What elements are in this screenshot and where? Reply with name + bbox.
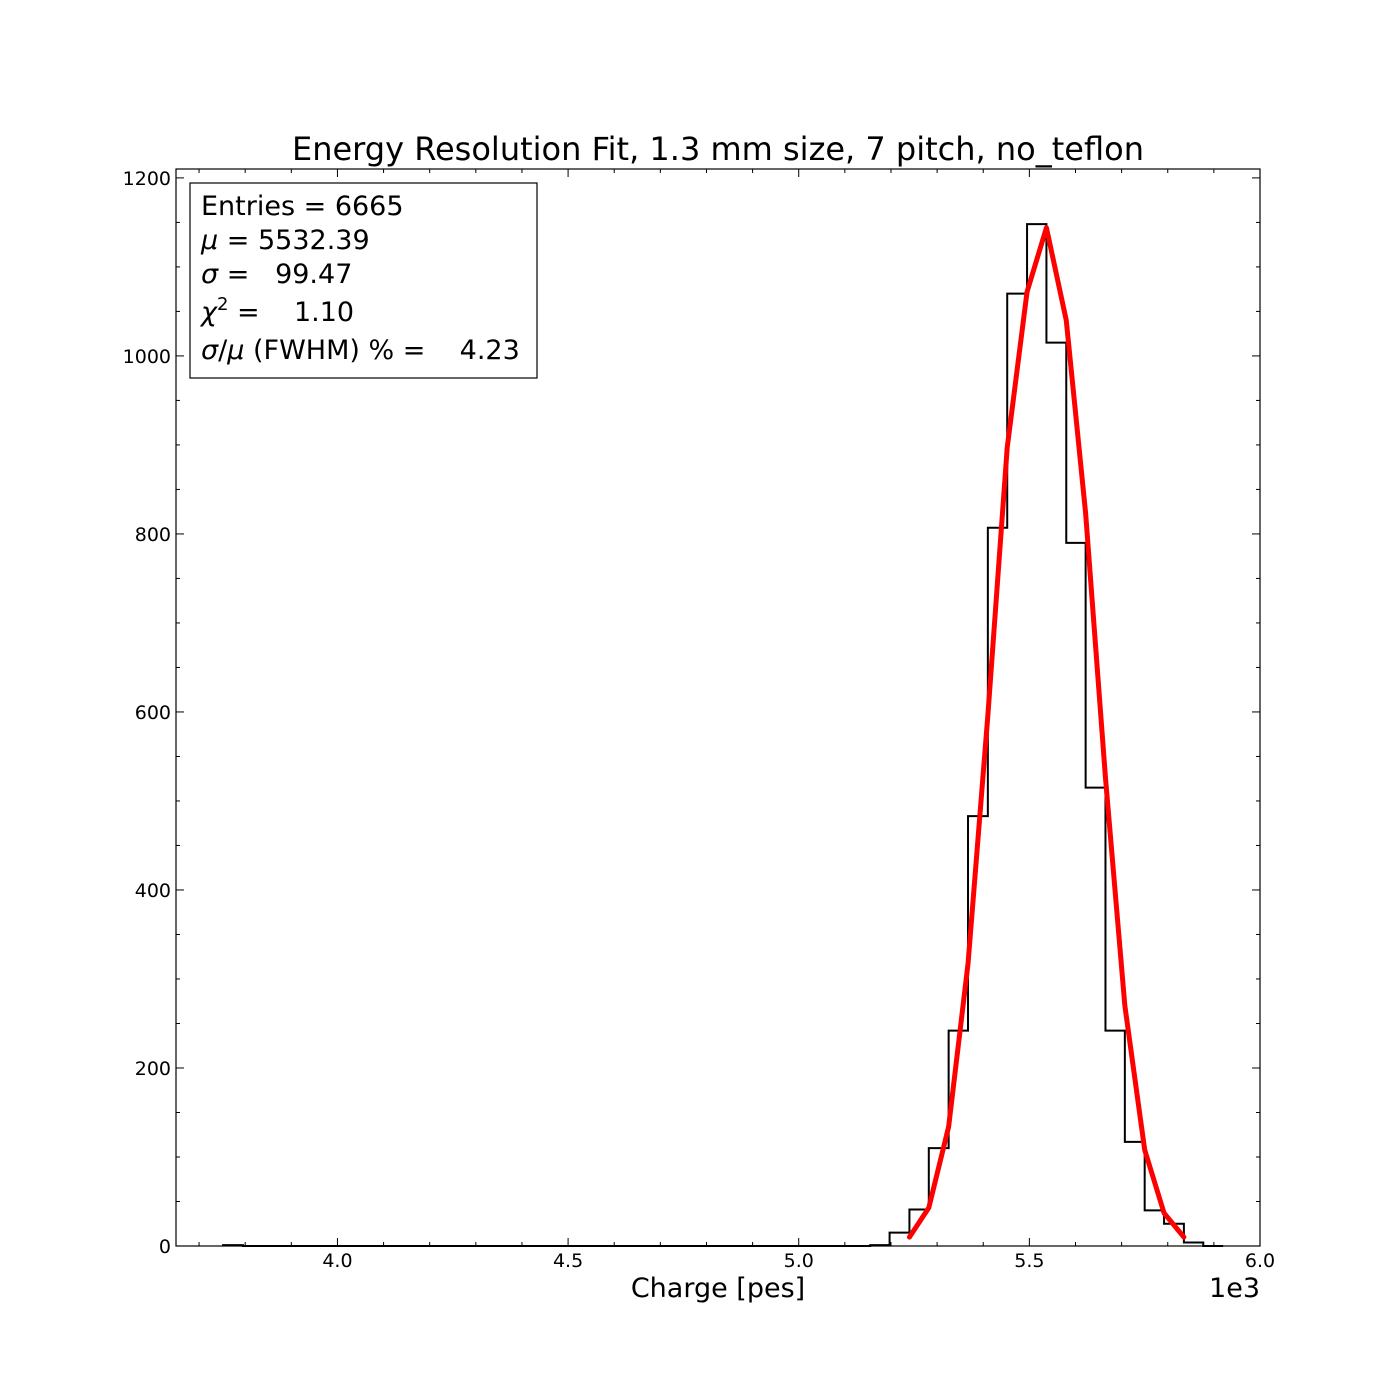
stats-mu-value: = 5532.39 (218, 225, 369, 256)
x-tick-label: 4.5 (553, 1250, 583, 1272)
stats-mu: μ = 5532.39 (200, 225, 370, 256)
stats-res-sigma: σ (201, 335, 219, 366)
stats-res-mu: μ (226, 335, 244, 366)
y-tick-label: 800 (135, 524, 171, 546)
stats-chi-value: = 1.10 (228, 297, 354, 328)
chart-title: Energy Resolution Fit, 1.3 mm size, 7 pi… (292, 130, 1144, 168)
y-tick-label: 600 (135, 702, 171, 724)
y-tick-label: 1000 (123, 346, 171, 368)
x-tick-label: 6.0 (1245, 1250, 1275, 1272)
x-tick-label: 5.5 (1014, 1250, 1044, 1272)
axis-ticks: 4.0 4.5 5.0 5.5 6.0 0 200 400 600 800 1000 1200 (123, 168, 1275, 1272)
plot-frame (175, 168, 1261, 1247)
stats-sigma-value: = 99.47 (218, 259, 352, 290)
stats-resolution: σ/μ (FWHM) % = 4.23 (201, 335, 520, 366)
y-tick-label: 400 (135, 880, 171, 902)
stats-sigma-symbol: σ (201, 259, 219, 290)
stats-chi-symbol: χ (199, 297, 218, 328)
y-tick-label: 200 (135, 1058, 171, 1080)
stats-chi2: χ2 = 1.10 (199, 294, 354, 328)
x-axis-label: Charge [pes] (631, 1273, 805, 1304)
fit-curve (906, 225, 1187, 1240)
stats-box: Entries = 6665 μ = 5532.39 σ = 99.47 χ2 … (189, 182, 538, 379)
x-axis-offset-label: 1e3 (1209, 1273, 1260, 1304)
stats-res-slash: / (218, 335, 228, 366)
stats-entries: Entries = 6665 (201, 191, 404, 222)
y-tick-label: 0 (159, 1236, 171, 1258)
x-tick-label: 4.0 (322, 1250, 352, 1272)
stats-res-value: (FWHM) % = 4.23 (244, 335, 519, 366)
x-tick-label: 5.0 (784, 1250, 814, 1272)
y-tick-label: 1200 (123, 168, 171, 190)
stats-mu-symbol: μ (200, 225, 218, 256)
stats-chi-superscript: 2 (217, 294, 228, 315)
stats-box-frame (189, 182, 538, 379)
fit-curve-layer (906, 225, 1187, 1240)
stats-sigma: σ = 99.47 (201, 259, 352, 290)
